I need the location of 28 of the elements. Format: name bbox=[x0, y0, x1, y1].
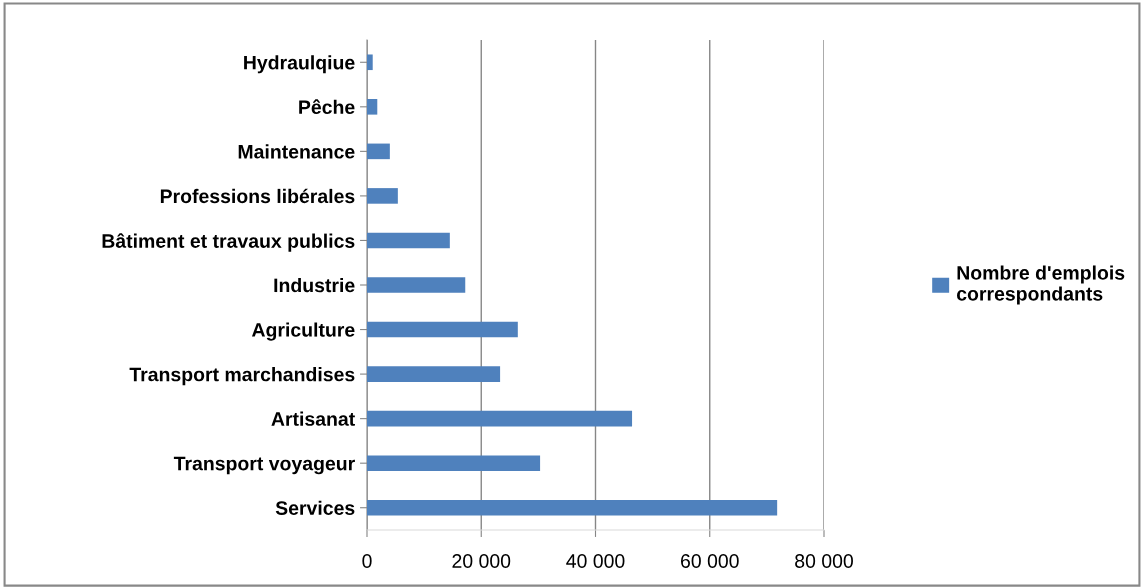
y-tick-label: Agriculture bbox=[251, 322, 355, 341]
y-tick-label: Bâtiment et travaux publics bbox=[102, 233, 355, 252]
bar bbox=[367, 54, 373, 71]
y-tick-label: Pêche bbox=[299, 99, 355, 115]
bar bbox=[367, 99, 378, 115]
x-tick-label: 80 000 bbox=[795, 554, 853, 568]
bar bbox=[367, 366, 501, 382]
bar bbox=[367, 143, 390, 160]
y-tick-label: Transport marchandises bbox=[129, 367, 355, 386]
y-tick-label: Professions libérales bbox=[160, 188, 355, 204]
bar bbox=[367, 232, 450, 249]
y-tick-label: Maintenance bbox=[238, 144, 355, 159]
x-tick-label: 0 bbox=[362, 554, 372, 568]
y-tick-label: Hydraulqiue bbox=[244, 55, 355, 74]
x-tick-label: 40 000 bbox=[566, 554, 625, 568]
bar bbox=[367, 321, 518, 338]
y-tick-label: Services bbox=[275, 500, 355, 515]
bar bbox=[367, 188, 398, 204]
bar bbox=[367, 455, 541, 471]
y-tick-label: Transport voyageur bbox=[173, 456, 355, 475]
y-tick-label: Industrie bbox=[274, 277, 355, 293]
legend-label: Nombre d'emplois correspondants bbox=[956, 265, 1125, 305]
bar bbox=[367, 499, 778, 516]
bar bbox=[367, 277, 466, 293]
x-tick-label: 20 000 bbox=[452, 554, 511, 568]
y-tick-label: Artisanat bbox=[271, 411, 355, 426]
x-tick-label: 60 000 bbox=[681, 554, 739, 568]
bar bbox=[367, 410, 633, 427]
